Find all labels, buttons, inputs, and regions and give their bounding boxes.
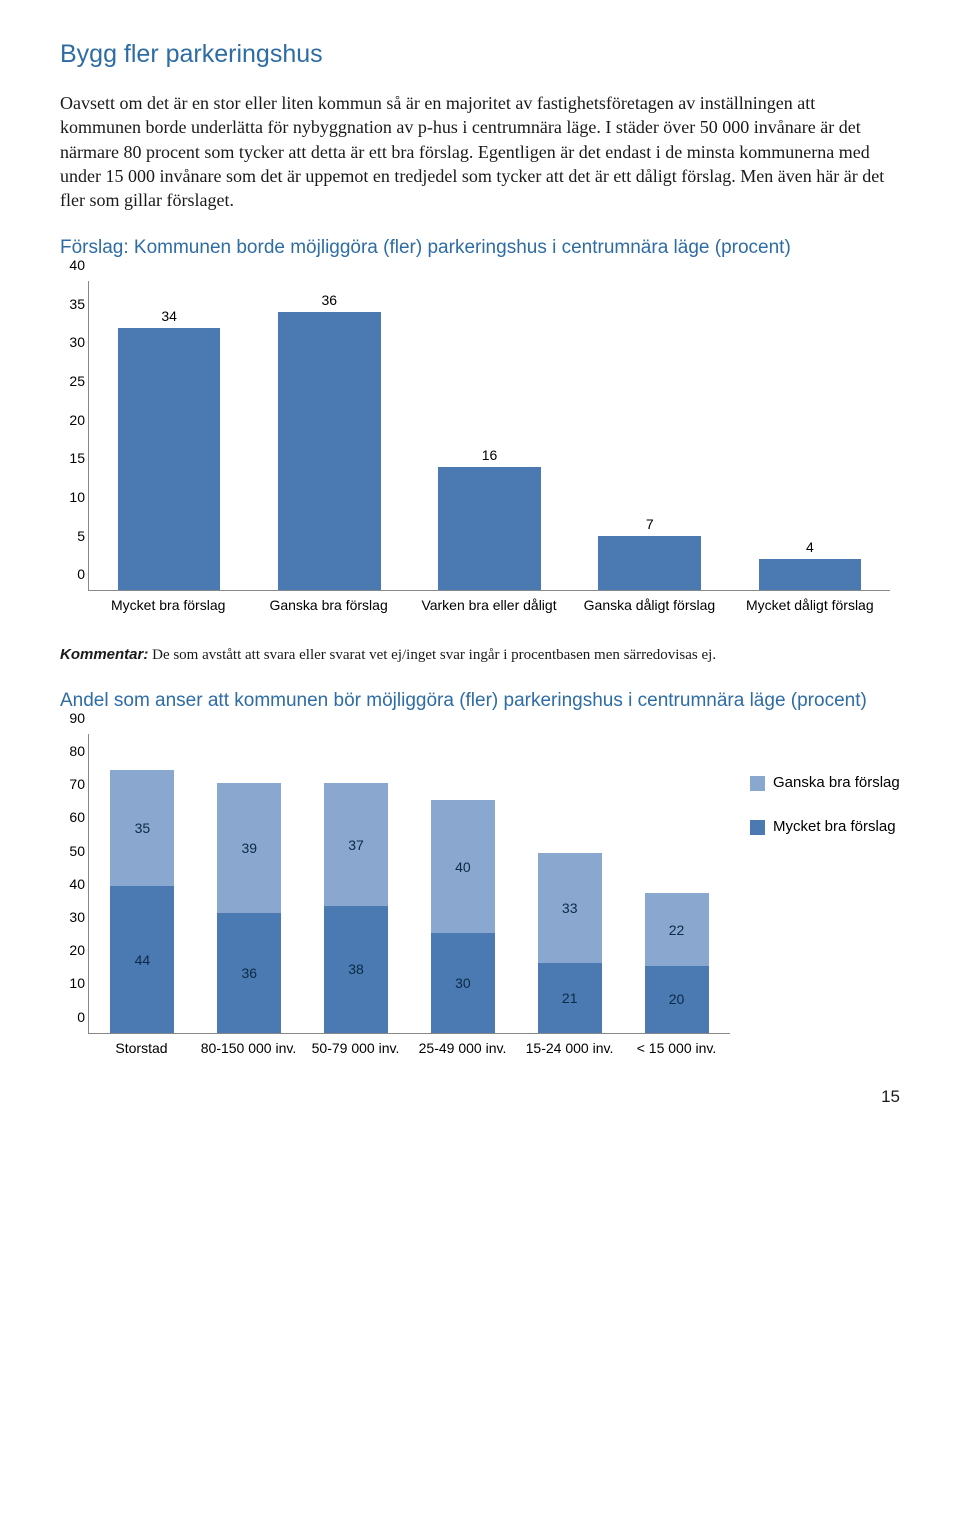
legend-item: Mycket bra förslag <box>750 818 900 837</box>
legend-item: Ganska bra förslag <box>750 774 900 793</box>
chart2-segment-top: 40 <box>431 800 495 933</box>
chart1-bar <box>598 536 701 590</box>
chart2-xlabel: < 15 000 inv. <box>623 1034 730 1058</box>
chart1-value-label: 4 <box>806 539 814 555</box>
chart1-ytick: 10 <box>61 489 85 505</box>
chart2-xlabel: 50-79 000 inv. <box>302 1034 409 1058</box>
chart2-column: 2220 <box>623 734 730 1033</box>
chart1-value-label: 16 <box>482 447 498 463</box>
chart2-legend: Ganska bra förslag Mycket bra förslag <box>730 734 900 864</box>
chart1-ytick: 20 <box>61 412 85 428</box>
chart1-bar <box>438 467 541 591</box>
chart1-value-label: 36 <box>322 292 338 308</box>
chart2-ytick: 90 <box>61 710 85 726</box>
chart1-column: 16 <box>409 281 569 590</box>
chart2-ytick: 0 <box>61 1009 85 1025</box>
chart1-bar <box>278 312 381 590</box>
chart2-segment-bottom: 30 <box>431 933 495 1033</box>
chart2-ytick: 40 <box>61 876 85 892</box>
chart1-ytick: 40 <box>61 257 85 273</box>
chart1-xlabel: Mycket bra förslag <box>88 591 248 615</box>
chart1-bar <box>118 328 221 591</box>
chart2-column: 3738 <box>303 734 410 1033</box>
page-title: Bygg fler parkeringshus <box>60 40 900 69</box>
chart1-column: 36 <box>249 281 409 590</box>
chart2-segment-top: 35 <box>110 770 174 886</box>
legend-swatch <box>750 776 765 791</box>
chart1-heading: Förslag: Kommunen borde möjliggöra (fler… <box>60 236 900 261</box>
chart2-ytick: 80 <box>61 743 85 759</box>
chart2-xlabel: 80-150 000 inv. <box>195 1034 302 1058</box>
legend-label: Mycket bra förslag <box>773 818 896 837</box>
kommentar-label: Kommentar: <box>60 646 148 663</box>
chart1-ytick: 0 <box>61 566 85 582</box>
chart2-segment-top: 37 <box>324 783 388 906</box>
chart1-bar <box>759 559 862 590</box>
chart2-ytick: 30 <box>61 909 85 925</box>
kommentar: Kommentar: De som avstått att svara elle… <box>60 645 900 665</box>
chart2-segment-bottom: 38 <box>324 906 388 1032</box>
legend-label: Ganska bra förslag <box>773 774 900 793</box>
chart1-xlabel: Varken bra eller dåligt <box>409 591 569 615</box>
chart2: 0102030405060708090354439363738403033212… <box>60 734 900 1058</box>
chart1-ytick: 15 <box>61 450 85 466</box>
legend-swatch <box>750 820 765 835</box>
kommentar-text: De som avstått att svara eller svarat ve… <box>148 647 716 663</box>
chart2-segment-bottom: 21 <box>538 963 602 1033</box>
intro-paragraph: Oavsett om det är en stor eller liten ko… <box>60 91 900 212</box>
chart2-column: 4030 <box>409 734 516 1033</box>
chart2-segment-bottom: 36 <box>217 913 281 1033</box>
chart1-xlabel: Ganska dåligt förslag <box>569 591 729 615</box>
page-number: 15 <box>60 1087 900 1107</box>
chart2-segment-top: 33 <box>538 853 602 963</box>
chart1-value-label: 34 <box>161 308 177 324</box>
chart2-ytick: 10 <box>61 975 85 991</box>
chart2-segment-top: 39 <box>217 783 281 913</box>
chart1-value-label: 7 <box>646 516 654 532</box>
chart2-ytick: 60 <box>61 809 85 825</box>
chart2-segment-top: 22 <box>645 893 709 966</box>
chart2-column: 3544 <box>89 734 196 1033</box>
chart2-segment-bottom: 20 <box>645 966 709 1032</box>
chart2-segment-bottom: 44 <box>110 886 174 1032</box>
chart2-ytick: 70 <box>61 776 85 792</box>
chart1-column: 4 <box>730 281 890 590</box>
chart2-ytick: 20 <box>61 942 85 958</box>
chart1-ytick: 25 <box>61 373 85 389</box>
chart2-xlabel: Storstad <box>88 1034 195 1058</box>
chart1: 051015202530354034361674 Mycket bra förs… <box>60 281 900 615</box>
chart1-xlabel: Ganska bra förslag <box>248 591 408 615</box>
chart2-heading: Andel som anser att kommunen bör möjligg… <box>60 689 900 714</box>
chart1-column: 34 <box>89 281 249 590</box>
chart1-column: 7 <box>570 281 730 590</box>
chart1-ytick: 30 <box>61 334 85 350</box>
chart1-ytick: 5 <box>61 528 85 544</box>
chart2-ytick: 50 <box>61 843 85 859</box>
chart1-ytick: 35 <box>61 296 85 312</box>
chart2-xlabel: 15-24 000 inv. <box>516 1034 623 1058</box>
chart2-column: 3321 <box>516 734 623 1033</box>
chart2-xlabel: 25-49 000 inv. <box>409 1034 516 1058</box>
chart1-xlabel: Mycket dåligt förslag <box>730 591 890 615</box>
chart2-column: 3936 <box>196 734 303 1033</box>
